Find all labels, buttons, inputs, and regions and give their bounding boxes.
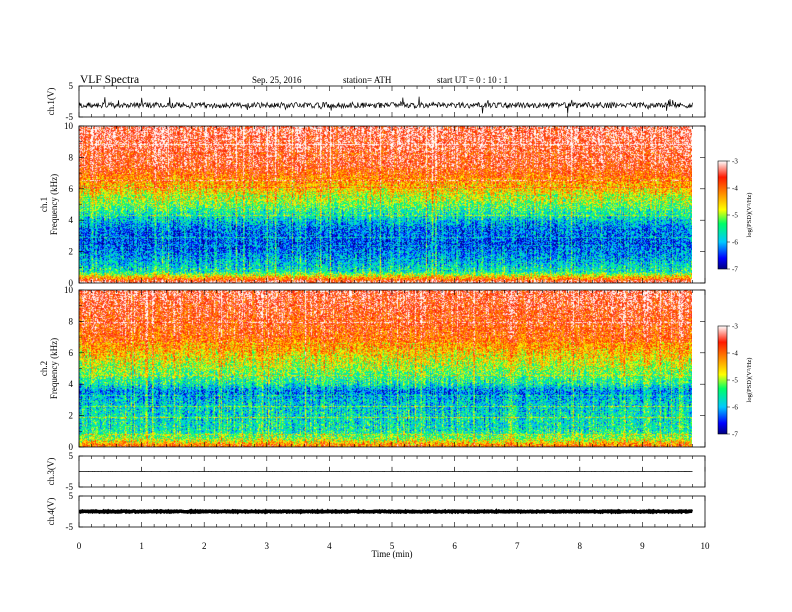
x-tick-label: 5 (390, 541, 395, 551)
ch1-spectrogram-colorbar-tick-label: -6 (732, 239, 738, 247)
ch1-waveform-ytick-label: 5 (69, 81, 74, 91)
ch2-spectrogram-ytick-label: 0 (69, 442, 74, 452)
ch2-spectrogram-colorbar-tick-label: -3 (732, 323, 738, 331)
ch1-spectrogram-ylabel-line: ch.1 (39, 197, 49, 212)
ch4-waveform-ylabel-line: ch.4(V) (46, 498, 56, 526)
x-tick-label: 0 (77, 541, 82, 551)
x-tick-label: 9 (640, 541, 645, 551)
ch2-spectrogram-colorbar-tick-label: -5 (732, 377, 738, 385)
x-tick-label: 6 (452, 541, 457, 551)
x-tick-label: 2 (202, 541, 207, 551)
ch3-waveform-panel: 5 -5 ch.3(V) (46, 451, 706, 492)
ch1-waveform-ylabel: ch.1(V) (46, 88, 56, 116)
ch2-spectrogram-ytick-label: 4 (69, 379, 74, 389)
ch1-spectrogram-colorbar-tick-label: -7 (732, 266, 738, 274)
x-tick-label: 1 (139, 541, 144, 551)
x-tick-label: 7 (515, 541, 520, 551)
ch1-spectrogram-colorbar-tick-label: -5 (732, 212, 738, 220)
ch2-spectrogram-ytick-label: 8 (69, 316, 74, 326)
date-label: Sep. 25, 2016 (252, 75, 302, 85)
station-label: station= ATH (343, 75, 392, 85)
ch2-spectrogram-heatmap-image (79, 290, 692, 447)
ch2-spectrogram-ytick-label: 10 (64, 285, 74, 295)
ch3-waveform-ylabel-line: ch.3(V) (46, 458, 56, 486)
x-tick-label: 10 (701, 541, 711, 551)
ch1-waveform-series-line (78, 96, 693, 114)
ch1-spectrogram-ytick-label: 0 (69, 278, 74, 288)
ch3-waveform-ylabel: ch.3(V) (46, 458, 56, 486)
x-axis-label: Time (min) (372, 549, 413, 559)
start-ut-label: start UT = 0 : 10 : 1 (437, 75, 508, 85)
ch2-spectrogram-ylabel-line: ch.2 (39, 361, 49, 376)
figure-title: VLF Spectra (80, 74, 139, 86)
ch2-spectrogram-colorbar-tick-label: -6 (732, 404, 738, 412)
ch3-waveform-ytick-label: -5 (66, 482, 74, 492)
ch4-waveform-ytick-label: 5 (69, 491, 74, 501)
ch2-spectrogram-colorbar-tick-label: -7 (732, 431, 738, 439)
x-tick-label: 3 (265, 541, 270, 551)
ch2-spectrogram-ylabel: ch.2Frequency (kHz) (39, 338, 59, 399)
ch1-spectrogram-ylabel-line: Frequency (kHz) (49, 174, 59, 235)
ch1-spectrogram-heatmap-image (79, 126, 692, 283)
ch1-spectrogram-ytick-label: 8 (69, 152, 74, 162)
x-tick-label: 8 (578, 541, 583, 551)
ch2-spectrogram-colorbar-label: log(PSD)(V²/Hz) (746, 358, 753, 403)
ch3-waveform-ytick-label: 5 (69, 451, 74, 461)
ch1-waveform-ylabel-line: ch.1(V) (46, 88, 56, 116)
ch1-spectrogram-colorbar-tick-label: -3 (732, 158, 738, 166)
ch2-spectrogram-ytick-label: 2 (69, 411, 74, 421)
ch1-spectrogram-ytick-label: 2 (69, 247, 74, 257)
ch1-spectrogram-ytick-label: 6 (69, 184, 74, 194)
ch2-spectrogram-panel: 0 2 4 6 8 10 ch.2Frequency (kHz) -3 -4 -5 -6 -7 log(… (39, 285, 753, 452)
ch2-spectrogram-ytick-label: 6 (69, 348, 74, 358)
ch4-waveform-ytick-label: -5 (66, 522, 74, 532)
ch1-spectrogram-colorbar-tick-label: -4 (732, 185, 738, 193)
ch1-waveform-ytick-label: -5 (66, 112, 74, 122)
ch4-waveform-panel: 5 -5 ch.4(V) (46, 491, 706, 532)
ch1-spectrogram-panel: 0 2 4 6 8 10 ch.1Frequency (kHz) -3 -4 -5 -6 -7 log(… (39, 121, 753, 288)
ch1-spectrogram-ytick-label: 4 (69, 215, 74, 225)
x-tick-label: 4 (327, 541, 332, 551)
ch2-spectrogram-colorbar-tick-label: -4 (732, 350, 738, 358)
ch2-spectrogram-ylabel-line: Frequency (kHz) (49, 338, 59, 399)
ch1-waveform-panel: 5 -5 ch.1(V) (46, 81, 706, 122)
ch4-waveform-series-line (78, 508, 693, 515)
ch4-waveform-ylabel: ch.4(V) (46, 498, 56, 526)
ch1-spectrogram-colorbar (717, 160, 728, 270)
ch1-spectrogram-colorbar-label: log(PSD)(V²/Hz) (746, 193, 753, 238)
ch1-spectrogram-ytick-label: 10 (64, 121, 74, 131)
ch2-spectrogram-colorbar (717, 325, 728, 435)
ch1-spectrogram-ylabel: ch.1Frequency (kHz) (39, 174, 59, 235)
time-axis: 0 1 2 3 4 5 6 7 8 9 10 (77, 541, 710, 551)
